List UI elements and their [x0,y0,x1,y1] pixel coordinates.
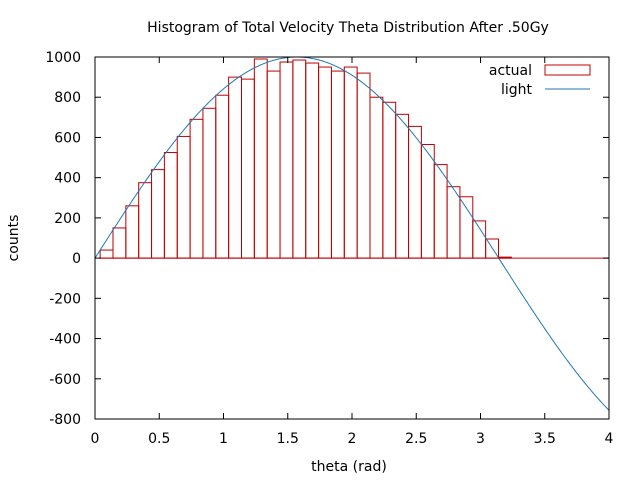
y-tick-label: 400 [54,171,81,187]
histogram-bar [279,61,294,259]
histogram-bar [459,196,474,259]
y-tick-label: 800 [54,90,81,106]
histogram-bar [125,205,140,259]
chart-title: Histogram of Total Velocity Theta Distri… [147,20,549,36]
histogram-bar [176,135,191,259]
x-tick-label: 0 [91,431,100,447]
histogram-bar [395,113,410,259]
light-curve [94,56,610,411]
light-curve-layer [94,56,610,411]
y-tick-label: -200 [49,291,81,307]
histogram-bar [189,118,204,259]
y-tick-label: 600 [54,130,81,146]
y-tick-label: -800 [49,412,81,428]
histogram-bar [292,59,307,259]
histogram-bar [163,152,178,259]
histogram-bar [215,94,230,259]
x-axis-title: theta (rad) [311,459,387,475]
histogram-bar [446,186,461,259]
histogram-bar [472,220,487,259]
x-tick-label: 3 [476,431,485,447]
histogram-bar [202,107,217,259]
x-tick-label: 1 [219,431,228,447]
x-tick-label: 2.5 [405,431,427,447]
histogram-bar [240,78,255,259]
histogram-bar [138,182,153,259]
legend: actual light [489,63,591,98]
histogram-bar [318,66,332,259]
y-tick-label: -400 [49,332,81,348]
x-tick-label: 1.5 [277,431,299,447]
histogram-bar [343,66,358,259]
histogram-bar [330,70,345,259]
histogram-bar [266,70,281,259]
histogram-bar [369,96,384,259]
y-tick-label: -600 [49,372,81,388]
x-tick-label: 2 [348,431,357,447]
y-axis-title: counts [6,215,22,262]
y-tick-label: 1000 [45,50,81,66]
plot-frame [94,56,610,420]
x-tick-label: 4 [605,431,614,447]
histogram-bar [228,76,242,259]
axis-ticks: 0 0.5 1 1.5 2 2.5 3 3.5 4 1000 800 600 400 200 0 -200 -4… [45,50,613,447]
histogram-bar [408,125,422,259]
y-tick-label: 0 [72,251,81,267]
histogram-bar [382,101,397,259]
histogram-bar [112,227,127,259]
legend-swatch-actual [544,64,591,76]
histogram-bar [433,164,448,259]
histogram-bar [253,58,268,259]
x-tick-label: 0.5 [148,431,170,447]
legend-label-actual: actual [489,63,532,79]
histogram-bar [151,169,165,259]
histogram-bar [305,62,320,259]
histogram-bar [99,249,114,259]
y-tick-label: 200 [54,211,81,227]
histogram-bar [420,143,435,259]
histogram-bar [356,72,371,259]
x-tick-label: 3.5 [534,431,556,447]
legend-label-light: light [501,82,533,98]
